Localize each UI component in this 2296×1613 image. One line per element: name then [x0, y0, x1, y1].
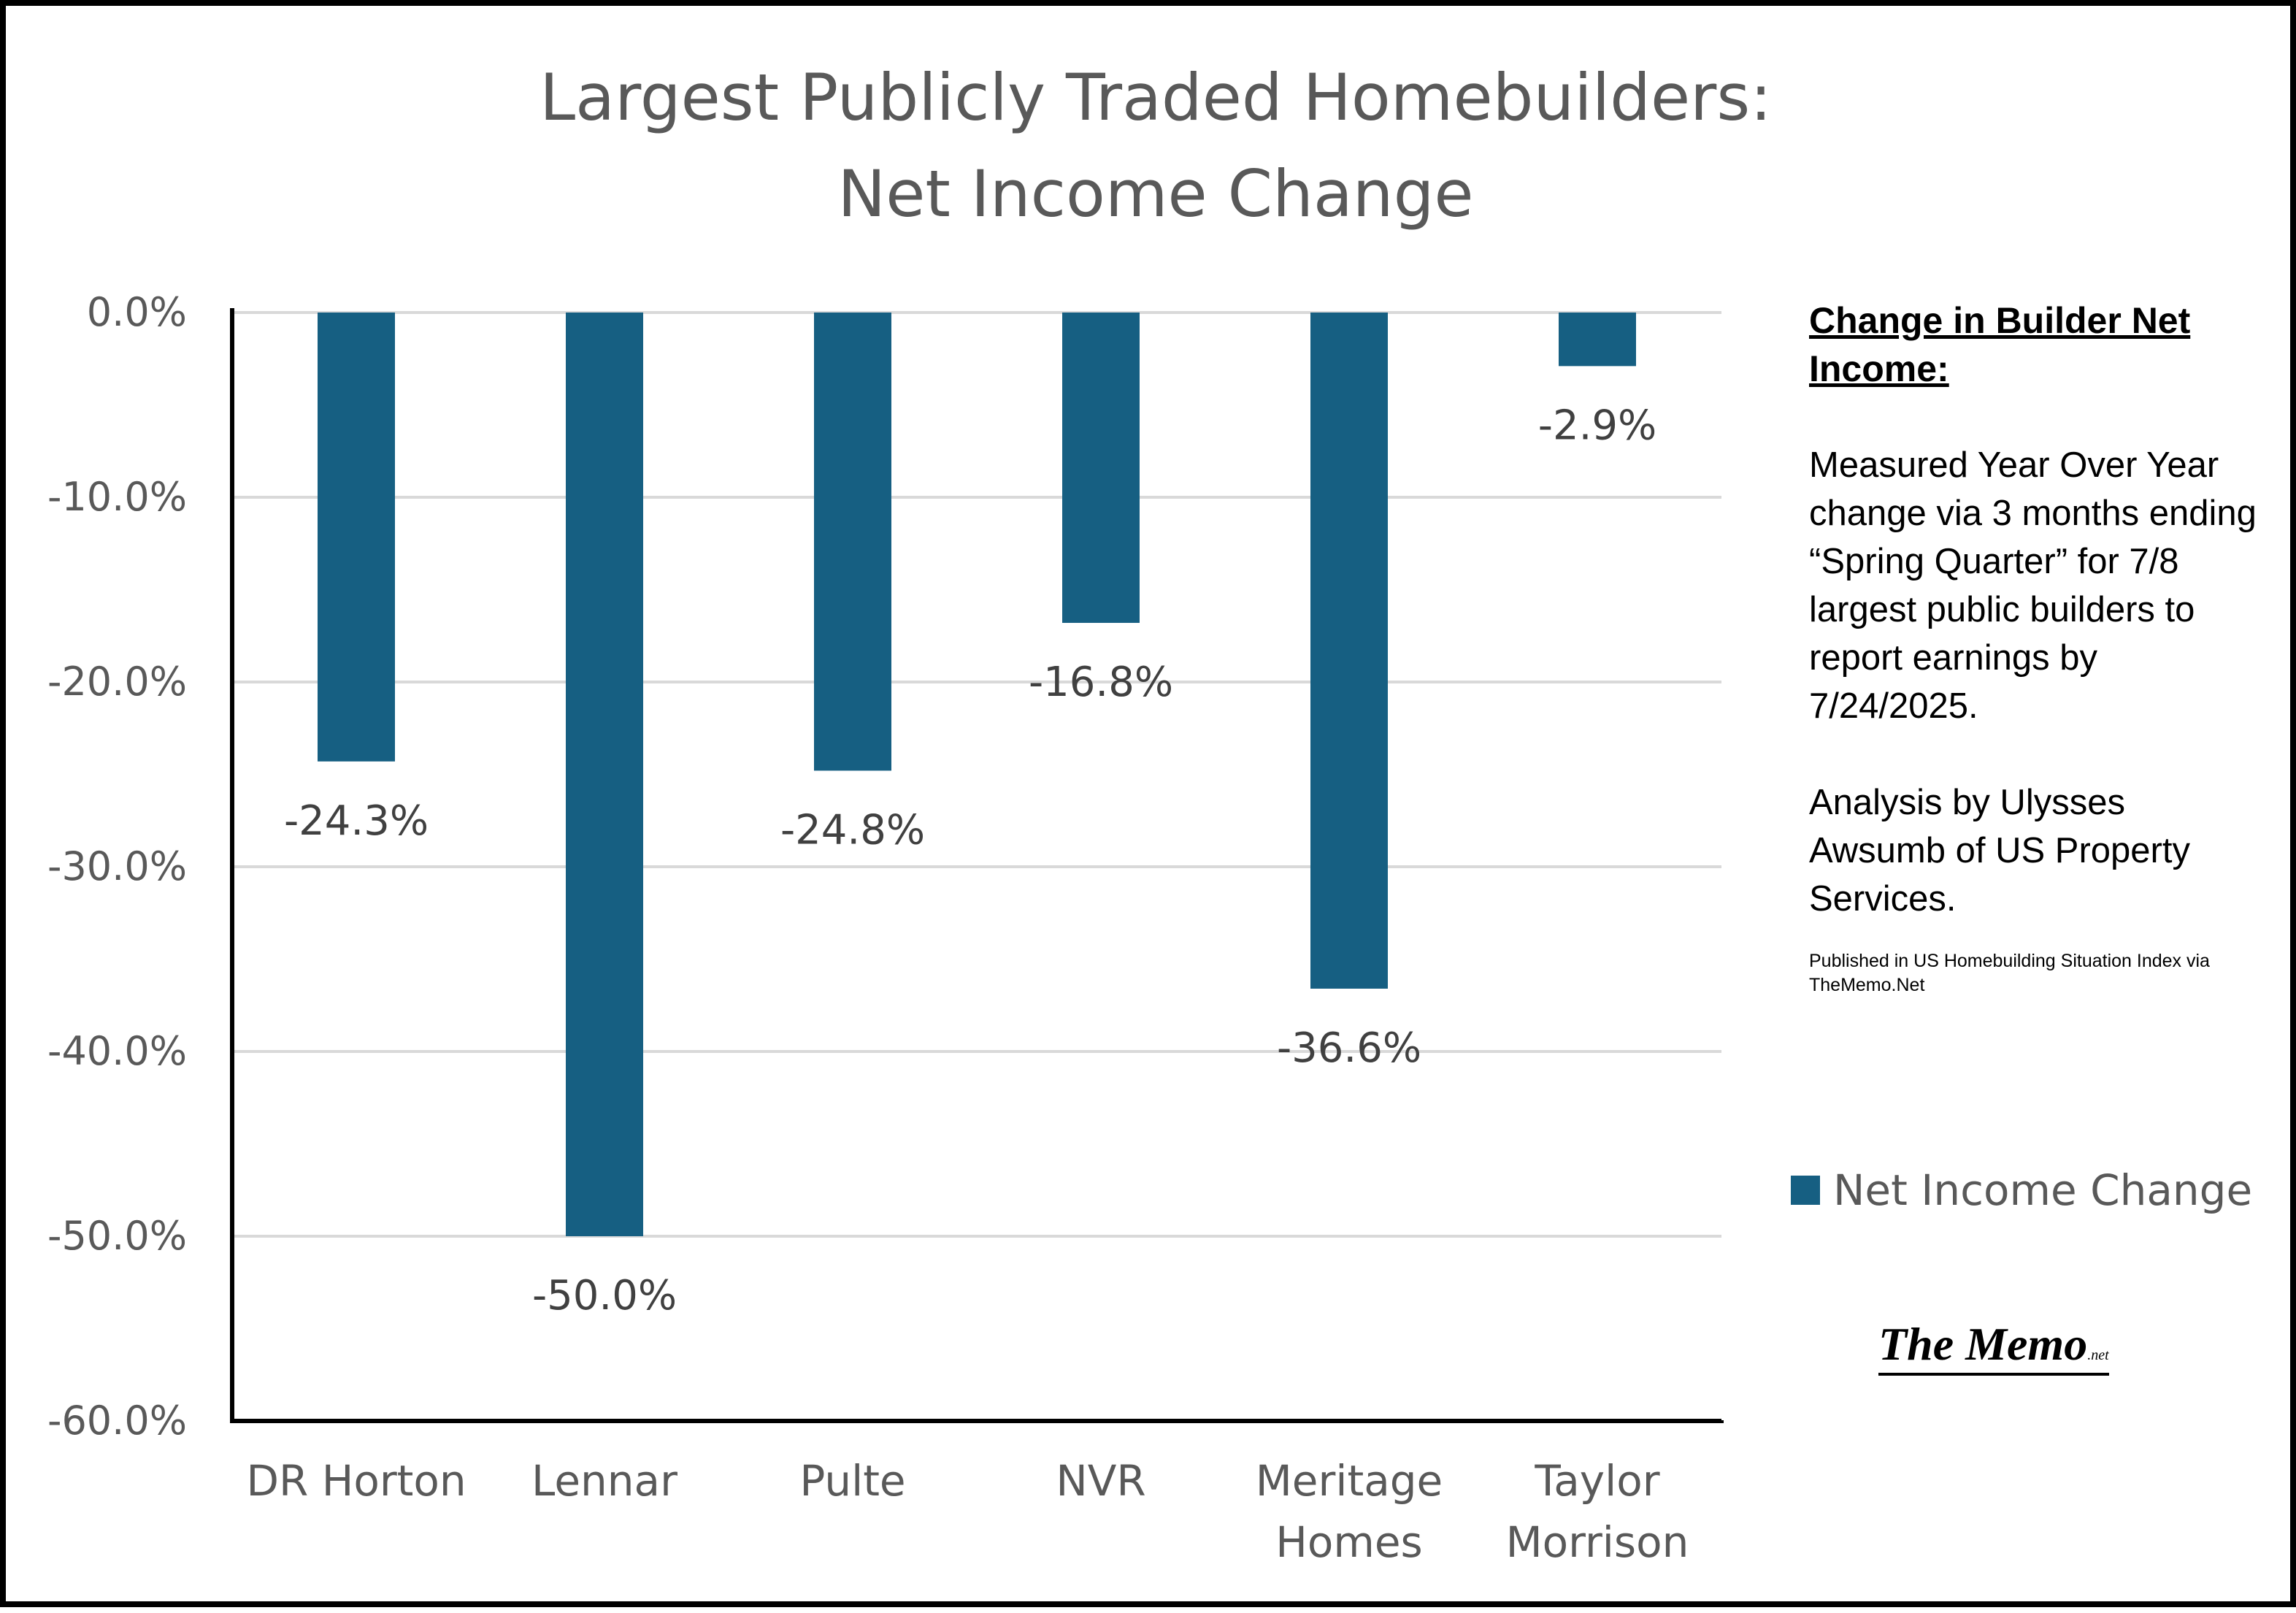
y-tick-label: -40.0%: [47, 1028, 187, 1074]
x-category-label: Taylor: [1534, 1456, 1659, 1506]
data-label: -24.8%: [780, 806, 925, 854]
data-label: -2.9%: [1538, 402, 1656, 449]
side-panel-analysis: Analysis by Ulysses Awsumb of US Propert…: [1809, 783, 2190, 919]
bar: [1559, 313, 1636, 367]
y-tick-label: 0.0%: [87, 289, 187, 335]
x-category-label: Homes: [1275, 1517, 1423, 1567]
chart-legend: Net Income Change: [1791, 1165, 2252, 1215]
y-tick-label: -30.0%: [47, 843, 187, 889]
bar: [1062, 313, 1140, 624]
brand-suffix: .net: [2087, 1347, 2109, 1363]
data-label: -36.6%: [1277, 1024, 1421, 1072]
bar: [1310, 313, 1388, 989]
side-panel-footnote: Published in US Homebuilding Situation I…: [1809, 951, 2210, 995]
x-category-label: Lennar: [531, 1456, 677, 1506]
bar: [814, 313, 891, 771]
chart-title-line-2: Net Income Change: [837, 156, 1474, 231]
bar-chart: 0.0% -10.0% -20.0% -30.0% -40.0% -50.0% -60.0%…: [47, 289, 1724, 1567]
legend-swatch: [1791, 1176, 1820, 1205]
x-category-label: Pulte: [799, 1456, 905, 1506]
side-panel-heading: Change in Builder Net Income:: [1809, 300, 2191, 389]
data-label: -24.3%: [284, 797, 429, 845]
bar: [318, 313, 395, 762]
data-label: -50.0%: [532, 1272, 677, 1319]
y-tick-label: -10.0%: [47, 474, 187, 520]
y-tick-label: -50.0%: [47, 1213, 187, 1259]
x-category-label: Meritage: [1256, 1456, 1443, 1506]
side-panel-description: Measured Year Over Year change via 3 mon…: [1809, 445, 2257, 726]
x-category-label: Morrison: [1506, 1517, 1689, 1567]
y-tick-label: -60.0%: [47, 1398, 187, 1444]
data-label: -16.8%: [1029, 659, 1173, 706]
legend-label: Net Income Change: [1833, 1165, 2253, 1215]
chart-title-line-1: Largest Publicly Traded Homebuilders:: [540, 60, 1772, 135]
brand-name: The Memo: [1878, 1318, 2088, 1370]
x-category-label: NVR: [1056, 1456, 1145, 1506]
x-category-label: DR Horton: [246, 1456, 466, 1506]
the-memo-logo: The Memo.net: [1878, 1317, 2109, 1376]
chart-title: Largest Publicly Traded Homebuilders: Net…: [225, 50, 2086, 242]
side-panel: Change in Builder Net Income: Measured Y…: [1809, 296, 2262, 997]
y-tick-label: -20.0%: [47, 659, 187, 705]
bar: [566, 313, 643, 1236]
